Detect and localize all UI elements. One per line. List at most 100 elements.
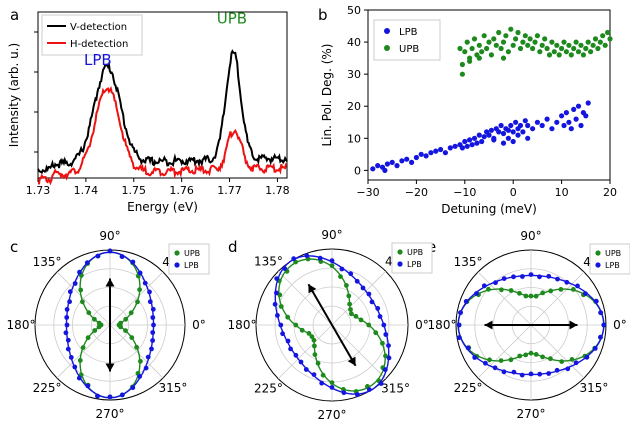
polar-point-lpb: [341, 390, 347, 396]
polar-point-lpb: [348, 271, 354, 277]
point-upb: [546, 52, 553, 58]
legend-label-h-detection: H-detection: [70, 39, 128, 50]
polar-point-lpb: [85, 383, 91, 389]
polar-point-upb: [293, 322, 299, 328]
point-lpb: [525, 122, 531, 129]
point-lpb: [573, 116, 579, 122]
polar-point-lpb: [354, 278, 360, 284]
polar-angle-label-d: 180°: [228, 318, 257, 332]
axes-frame-a: [37, 11, 288, 179]
polar-point-upb: [315, 360, 321, 366]
point-lpb: [423, 153, 429, 159]
polar-spoke-d: [331, 270, 387, 326]
point-lpb: [530, 126, 536, 132]
polar-point-lpb: [528, 272, 534, 277]
polar-point-upb: [134, 344, 140, 350]
polar-point-upb: [338, 274, 343, 279]
polar-point-lpb: [63, 330, 69, 336]
polar-point-lpb: [382, 367, 388, 373]
point-upb: [585, 39, 591, 45]
point-upb: [602, 42, 608, 48]
polar-point-lpb: [366, 387, 372, 392]
point-lpb: [559, 113, 565, 119]
point-lpb: [481, 134, 487, 140]
y-tick-label-b: 50: [347, 4, 361, 17]
legend-marker-upb: [384, 45, 390, 51]
point-lpb: [447, 145, 453, 151]
polar-angle-label-e: 135°: [454, 255, 483, 269]
point-lpb: [394, 163, 400, 169]
polar-point-lpb: [130, 385, 136, 391]
point-upb: [590, 42, 596, 48]
polar-point-upb: [508, 288, 514, 293]
axes-frame-b: [367, 9, 611, 181]
polar-point-lpb: [282, 266, 288, 271]
point-upb: [488, 52, 494, 58]
polar-point-upb: [311, 337, 317, 343]
polar-point-lpb: [272, 301, 278, 307]
legend-box-b: [373, 19, 441, 61]
annotation-upb: UPB: [217, 10, 247, 28]
point-upb: [517, 45, 524, 52]
polar-point-lpb: [143, 365, 149, 371]
panel-label-c: c: [10, 238, 18, 256]
polar-point-upb: [123, 328, 128, 333]
polar-point-lpb: [288, 346, 293, 352]
polar-point-lpb: [383, 332, 389, 337]
polar-point-upb: [366, 322, 372, 328]
legend-d: UPB LPB: [391, 242, 433, 274]
polar-point-upb: [80, 299, 85, 305]
point-lpb: [442, 150, 448, 156]
polar-point-lpb: [329, 258, 335, 264]
polar-point-lpb: [76, 375, 82, 381]
polar-point-upb: [86, 310, 92, 316]
x-tick-label-a: 1.76: [169, 184, 194, 197]
polar-point-upb: [499, 287, 504, 293]
polar-angle-label-e: 90°: [520, 229, 541, 243]
polar-point-lpb: [147, 299, 153, 305]
polar-point-lpb: [501, 369, 507, 375]
point-upb: [595, 45, 601, 52]
point-upb: [486, 39, 492, 45]
point-lpb: [428, 150, 434, 156]
point-lpb: [561, 122, 567, 129]
polar-point-upb: [309, 334, 315, 339]
polar-point-lpb: [375, 306, 381, 311]
polar-point-upb: [80, 345, 86, 350]
point-upb: [607, 36, 613, 42]
point-lpb: [510, 129, 516, 135]
polar-point-lpb: [274, 276, 280, 281]
polar-point-lpb: [483, 360, 488, 366]
series-line-h-detection: [37, 86, 288, 186]
polar-point-lpb: [150, 338, 156, 343]
polar-point-upb: [533, 293, 539, 299]
point-upb: [479, 49, 485, 55]
point-lpb: [517, 122, 524, 129]
point-lpb: [554, 119, 560, 125]
point-lpb: [413, 154, 419, 161]
point-lpb: [409, 159, 415, 165]
polar-angle-label-d: 225°: [254, 382, 283, 396]
legend-label-upb: UPB: [184, 249, 200, 258]
polar-point-lpb: [311, 372, 317, 377]
polar-point-lpb: [555, 276, 560, 282]
arrow-head-c: [105, 363, 115, 372]
point-upb: [566, 42, 572, 48]
arrow-head-e: [484, 320, 493, 330]
polar-point-upb: [128, 310, 134, 316]
point-lpb: [467, 137, 473, 143]
polar-point-lpb: [355, 392, 360, 398]
point-upb: [571, 45, 577, 52]
point-upb: [527, 36, 533, 42]
point-upb: [491, 36, 497, 42]
polar-point-lpb: [511, 274, 516, 280]
y-tick-label-b: 0: [354, 164, 361, 177]
polar-point-lpb: [147, 289, 152, 295]
polar-point-lpb: [107, 248, 113, 254]
polar-spoke-e: [530, 324, 585, 379]
polar-point-lpb: [119, 254, 125, 259]
point-lpb: [522, 118, 528, 124]
polar-point-upb: [347, 301, 352, 307]
polar-point-lpb: [386, 343, 391, 348]
